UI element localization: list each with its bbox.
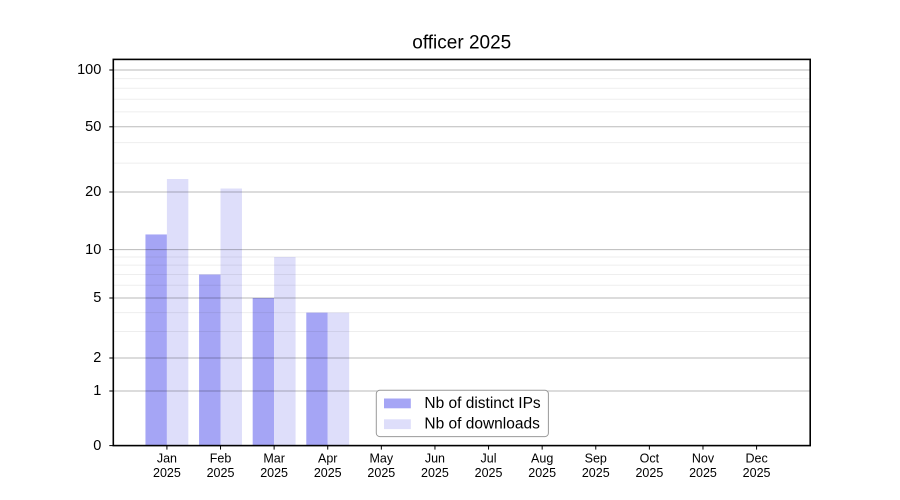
svg-text:Feb: Feb — [210, 452, 232, 466]
svg-text:2: 2 — [93, 350, 101, 366]
svg-text:2025: 2025 — [528, 466, 556, 480]
svg-text:2025: 2025 — [314, 466, 342, 480]
svg-text:0: 0 — [93, 438, 101, 454]
svg-text:Nb of distinct IPs: Nb of distinct IPs — [424, 395, 541, 412]
svg-text:Nb of downloads: Nb of downloads — [424, 416, 540, 433]
svg-text:Jan: Jan — [157, 452, 177, 466]
svg-text:2025: 2025 — [582, 466, 610, 480]
svg-text:5: 5 — [93, 290, 101, 306]
svg-text:2025: 2025 — [153, 466, 181, 480]
svg-text:10: 10 — [85, 242, 101, 258]
svg-text:Nov: Nov — [692, 452, 715, 466]
svg-text:Oct: Oct — [640, 452, 660, 466]
svg-text:Sep: Sep — [585, 452, 607, 466]
svg-text:2025: 2025 — [260, 466, 288, 480]
svg-text:officer 2025: officer 2025 — [412, 33, 511, 54]
svg-text:Dec: Dec — [745, 452, 767, 466]
svg-text:2025: 2025 — [635, 466, 663, 480]
svg-text:Jul: Jul — [481, 452, 497, 466]
svg-text:Jun: Jun — [425, 452, 445, 466]
svg-text:1: 1 — [93, 383, 101, 399]
svg-text:100: 100 — [77, 62, 101, 78]
svg-text:Apr: Apr — [318, 452, 337, 466]
svg-text:20: 20 — [85, 184, 101, 200]
svg-text:May: May — [370, 452, 394, 466]
svg-text:50: 50 — [85, 119, 101, 135]
svg-text:2025: 2025 — [475, 466, 503, 480]
svg-text:2025: 2025 — [367, 466, 395, 480]
svg-text:2025: 2025 — [689, 466, 717, 480]
svg-text:Aug: Aug — [531, 452, 553, 466]
svg-text:2025: 2025 — [743, 466, 771, 480]
svg-text:Mar: Mar — [263, 452, 285, 466]
svg-text:2025: 2025 — [421, 466, 449, 480]
svg-text:2025: 2025 — [207, 466, 235, 480]
